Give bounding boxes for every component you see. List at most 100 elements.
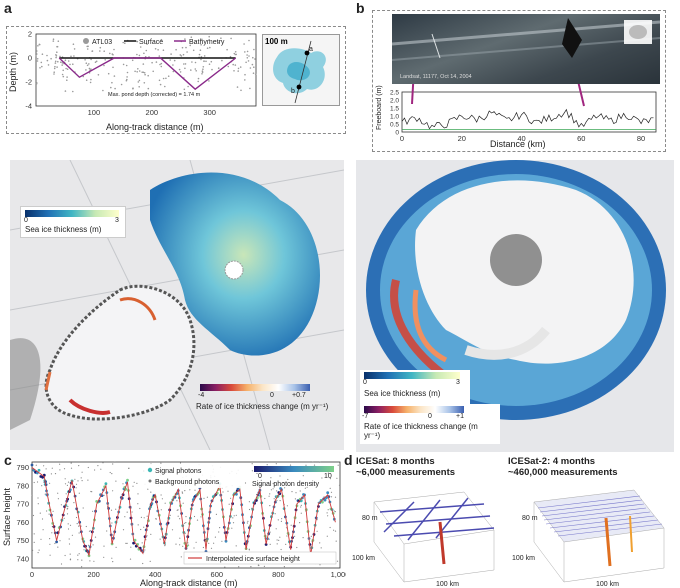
atl03-photon: [245, 61, 247, 64]
icesat-block: 80 m 100 km 100 km: [352, 491, 495, 588]
background-photon: [33, 533, 35, 535]
background-photon: [269, 543, 271, 545]
atl03-photon: [217, 67, 220, 69]
b-ytick: 2.0: [390, 98, 399, 105]
background-photon: [66, 513, 69, 515]
background-photon: [81, 566, 83, 568]
atl03-photon: [191, 61, 193, 63]
background-photon: [67, 508, 69, 510]
atl03-photon: [179, 54, 182, 56]
background-photon: [94, 469, 96, 471]
atl03-photon: [69, 63, 71, 66]
atl03-photon: [143, 72, 146, 74]
background-photon: [269, 493, 271, 495]
atl03-photon: [90, 78, 92, 81]
atl03-photon: [147, 87, 150, 90]
panel-a-ylabel: Depth (m): [8, 52, 18, 92]
background-photon: [184, 490, 186, 492]
atl03-photon: [126, 71, 129, 74]
background-photon: [139, 507, 141, 510]
atl03-photon: [234, 51, 237, 53]
background-photon: [51, 467, 53, 469]
background-photon: [232, 517, 234, 519]
background-photon: [304, 487, 306, 489]
background-photon: [126, 511, 128, 513]
background-photon: [49, 554, 51, 556]
background-photon: [278, 539, 280, 541]
atl03-photon: [142, 71, 145, 74]
background-photon: [106, 530, 108, 532]
background-photon: [110, 509, 113, 511]
atl03-photon: [72, 90, 74, 93]
atl03-photon: [107, 72, 110, 75]
background-photon: [329, 487, 331, 489]
background-photon: [247, 520, 249, 522]
atl03-photon: [36, 82, 38, 84]
background-photon: [279, 536, 281, 538]
background-photon: [37, 497, 39, 499]
background-photon: [144, 549, 146, 551]
atl03-photon: [39, 67, 41, 69]
background-photon: [137, 524, 139, 526]
atl03-photon: [36, 60, 39, 62]
background-photon: [268, 495, 270, 497]
atl03-photon: [136, 40, 139, 43]
atl03-photon: [218, 41, 220, 44]
panel-c-ylabel: Surface height: [2, 487, 12, 546]
signal-photon: [41, 475, 44, 479]
c-ytick: 790: [16, 463, 29, 472]
background-photon: [306, 486, 308, 488]
background-photon: [136, 482, 138, 484]
panel-b-frame: [372, 10, 666, 152]
background-photon: [59, 463, 61, 465]
atl03-photon: [186, 51, 188, 53]
atl03-photon: [113, 48, 115, 51]
background-photon: [185, 522, 187, 524]
background-photon: [76, 523, 78, 525]
background-photon: [248, 501, 250, 503]
legend-interp: Interpolated ice surface height: [206, 556, 300, 563]
background-photon: [87, 479, 89, 481]
background-photon: [59, 540, 61, 542]
atl03-photon: [254, 58, 256, 60]
atl03-photon: [120, 83, 123, 86]
atl03-photon: [170, 53, 172, 55]
background-photon: [130, 546, 132, 548]
background-photon: [41, 485, 43, 487]
atl03-photon: [251, 63, 254, 66]
atl03-photon: [200, 56, 203, 58]
interp-line: [31, 467, 336, 557]
background-photon: [124, 516, 126, 518]
panel-label-b: b: [356, 0, 365, 16]
background-photon: [300, 512, 302, 514]
antarctic-cb2-label: Rate of ice thickness change (m yr⁻¹): [364, 422, 478, 440]
atl03-photon: [90, 58, 92, 61]
background-photon: [143, 517, 145, 519]
background-photon: [270, 477, 272, 479]
background-photon: [36, 481, 39, 483]
atl03-photon: [41, 53, 44, 55]
background-photon: [248, 508, 251, 511]
atl03-photon: [202, 66, 205, 68]
arctic-cb2-tick-2: +0.7: [292, 392, 306, 399]
background-photon: [75, 483, 78, 485]
panel-label-d: d: [344, 452, 353, 468]
atl03-photon: [169, 59, 171, 61]
atl03-photon: [208, 80, 210, 82]
atl03-photon: [46, 54, 48, 57]
legend-surface: Surface: [139, 39, 163, 46]
background-photon: [57, 492, 59, 494]
background-photon: [334, 511, 336, 513]
atl03-photon: [104, 59, 106, 61]
background-photon: [71, 534, 73, 536]
atl03-photon: [110, 86, 112, 89]
background-photon: [50, 473, 52, 475]
background-photon: [74, 478, 76, 480]
atl03-photon: [201, 73, 203, 75]
atl03-photon: [38, 43, 41, 46]
atl03-photon: [61, 64, 63, 66]
background-photon: [282, 482, 285, 484]
background-photon: [200, 516, 202, 518]
atl03-photon: [160, 62, 163, 65]
